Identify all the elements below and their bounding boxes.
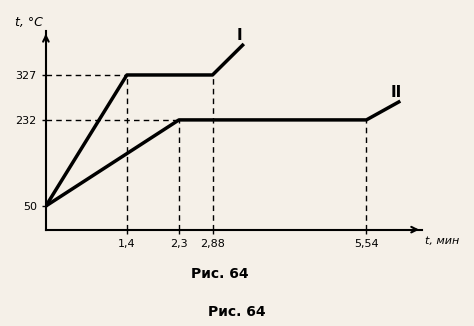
Text: Рис. 64: Рис. 64 (208, 305, 266, 319)
Text: t, °C: t, °C (15, 16, 43, 29)
Text: II: II (390, 84, 401, 99)
Text: t, мин: t, мин (425, 236, 459, 246)
Text: Рис. 64: Рис. 64 (191, 267, 248, 281)
Text: I: I (237, 28, 243, 43)
